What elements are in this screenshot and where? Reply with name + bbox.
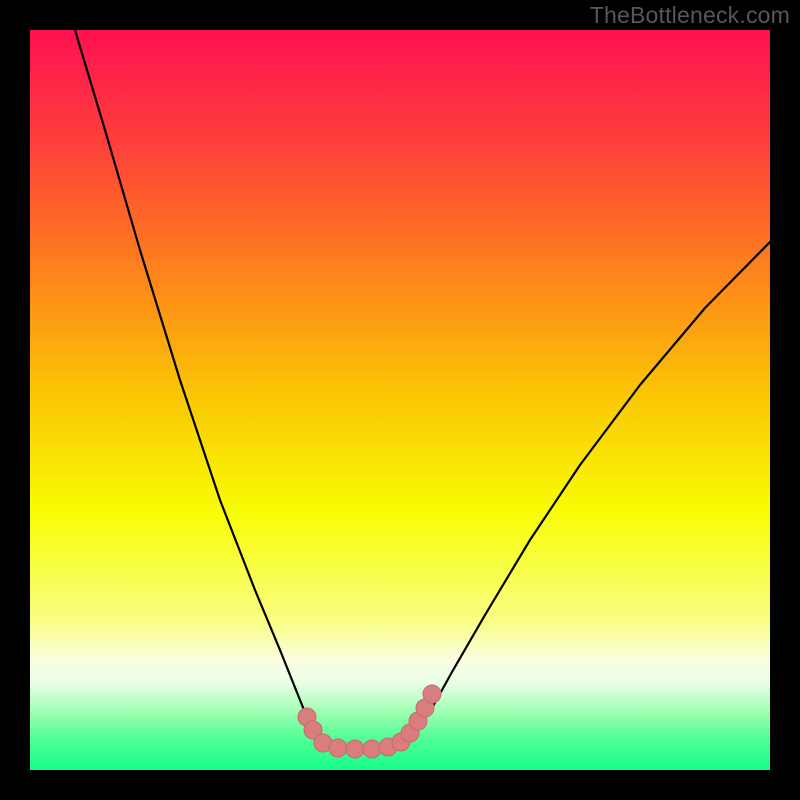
- watermark-text: TheBottleneck.com: [590, 2, 790, 29]
- bottleneck-curve: [75, 30, 770, 749]
- curve-marker: [329, 739, 347, 757]
- curve-marker: [423, 685, 441, 703]
- curve-marker: [363, 740, 381, 758]
- bottleneck-curve-layer: [0, 0, 800, 800]
- curve-marker: [346, 740, 364, 758]
